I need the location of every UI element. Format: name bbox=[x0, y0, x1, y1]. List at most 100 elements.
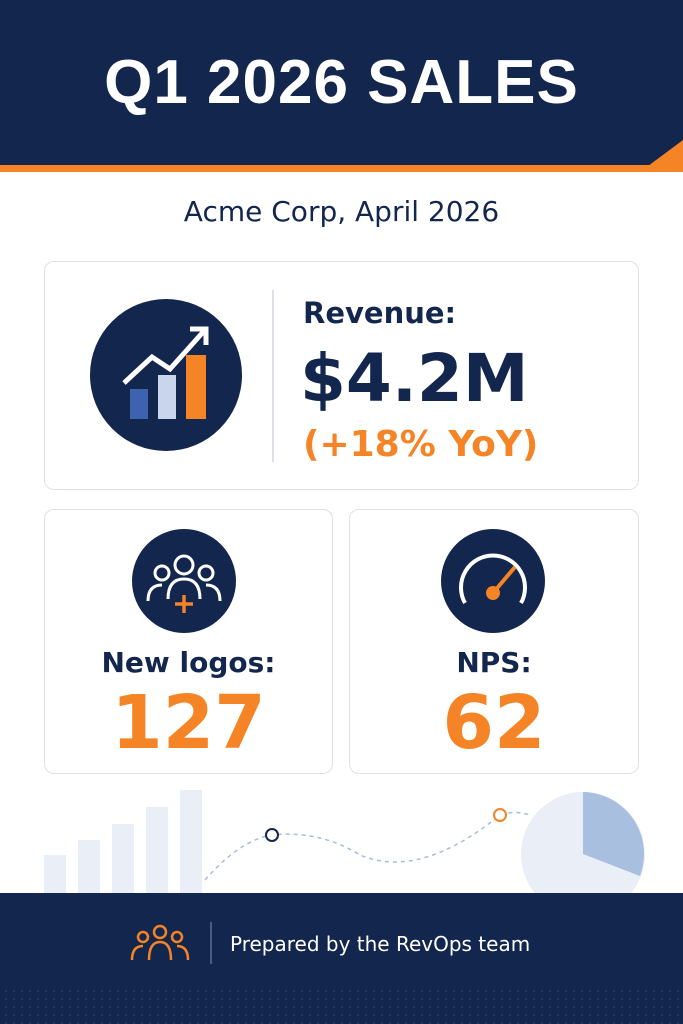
dot bbox=[333, 1014, 335, 1016]
dot bbox=[501, 990, 503, 992]
dot bbox=[237, 990, 239, 992]
dot bbox=[469, 990, 471, 992]
dot bbox=[589, 1006, 591, 1008]
dot bbox=[53, 990, 55, 992]
footer-text: Prepared by the RevOps team bbox=[230, 932, 531, 956]
dot bbox=[245, 998, 247, 1000]
dot bbox=[629, 998, 631, 1000]
dot bbox=[453, 1006, 455, 1008]
dot bbox=[485, 1006, 487, 1008]
dot bbox=[501, 1006, 503, 1008]
dot bbox=[213, 1006, 215, 1008]
dot bbox=[565, 1014, 567, 1016]
dot bbox=[581, 1014, 583, 1016]
dot bbox=[605, 998, 607, 1000]
dot bbox=[381, 1006, 383, 1008]
dot bbox=[341, 1006, 343, 1008]
dot bbox=[285, 998, 287, 1000]
title: Q1 2026 SALES REVIEW bbox=[104, 48, 579, 282]
dot bbox=[269, 990, 271, 992]
dot bbox=[93, 1014, 95, 1016]
dot bbox=[589, 990, 591, 992]
dot bbox=[373, 1006, 375, 1008]
dot bbox=[397, 998, 399, 1000]
dot bbox=[477, 998, 479, 1000]
dot bbox=[669, 998, 671, 1000]
dot bbox=[469, 998, 471, 1000]
dot bbox=[253, 1006, 255, 1008]
dot bbox=[45, 1006, 47, 1008]
dot bbox=[277, 1014, 279, 1016]
dot bbox=[405, 990, 407, 992]
dot bbox=[133, 1014, 135, 1016]
dot bbox=[293, 1014, 295, 1016]
dot bbox=[85, 1014, 87, 1016]
dot bbox=[93, 1006, 95, 1008]
dot bbox=[645, 1014, 647, 1016]
dot bbox=[677, 990, 679, 992]
dot bbox=[621, 990, 623, 992]
dot bbox=[573, 998, 575, 1000]
dot bbox=[581, 998, 583, 1000]
dot bbox=[189, 1014, 191, 1016]
dot bbox=[205, 998, 207, 1000]
dot bbox=[53, 998, 55, 1000]
dot bbox=[533, 1014, 535, 1016]
dot bbox=[13, 990, 15, 992]
dot bbox=[597, 990, 599, 992]
dot bbox=[301, 1006, 303, 1008]
dot bbox=[397, 1006, 399, 1008]
dot bbox=[309, 998, 311, 1000]
dot bbox=[205, 1014, 207, 1016]
dot bbox=[533, 990, 535, 992]
dot bbox=[29, 1006, 31, 1008]
dot bbox=[669, 1014, 671, 1016]
dot bbox=[381, 990, 383, 992]
dot bbox=[261, 1014, 263, 1016]
dot bbox=[605, 1006, 607, 1008]
dot bbox=[5, 990, 7, 992]
metric-value: 127 bbox=[111, 680, 266, 766]
dot bbox=[237, 1014, 239, 1016]
dot bbox=[373, 1014, 375, 1016]
metric-value: 62 bbox=[442, 680, 546, 766]
dot bbox=[325, 998, 327, 1000]
dot bbox=[533, 998, 535, 1000]
dot bbox=[501, 1014, 503, 1016]
logos-icon bbox=[132, 529, 236, 633]
dot bbox=[557, 990, 559, 992]
dot bbox=[93, 990, 95, 992]
dot bbox=[677, 998, 679, 1000]
dot bbox=[165, 990, 167, 992]
dot bbox=[45, 990, 47, 992]
dot bbox=[141, 998, 143, 1000]
dot bbox=[661, 1006, 663, 1008]
dot bbox=[85, 990, 87, 992]
dot bbox=[525, 998, 527, 1000]
dot bbox=[61, 990, 63, 992]
dot bbox=[541, 998, 543, 1000]
dot bbox=[101, 1006, 103, 1008]
dot bbox=[677, 1014, 679, 1016]
dot bbox=[365, 990, 367, 992]
dot bbox=[669, 990, 671, 992]
dot bbox=[605, 1014, 607, 1016]
dot bbox=[69, 1014, 71, 1016]
dot bbox=[333, 990, 335, 992]
dot bbox=[77, 1006, 79, 1008]
subtitle: Acme Corp, April 2026 bbox=[183, 195, 500, 228]
dot bbox=[237, 1006, 239, 1008]
dot bbox=[589, 1014, 591, 1016]
dot bbox=[101, 1014, 103, 1016]
dot bbox=[29, 990, 31, 992]
dot bbox=[141, 1014, 143, 1016]
corner-accent bbox=[640, 140, 683, 172]
dot bbox=[573, 1006, 575, 1008]
dot bbox=[109, 1006, 111, 1008]
dot bbox=[69, 998, 71, 1000]
dot bbox=[173, 1014, 175, 1016]
dot bbox=[573, 1014, 575, 1016]
dot bbox=[437, 990, 439, 992]
dot bbox=[149, 998, 151, 1000]
dot bbox=[557, 998, 559, 1000]
